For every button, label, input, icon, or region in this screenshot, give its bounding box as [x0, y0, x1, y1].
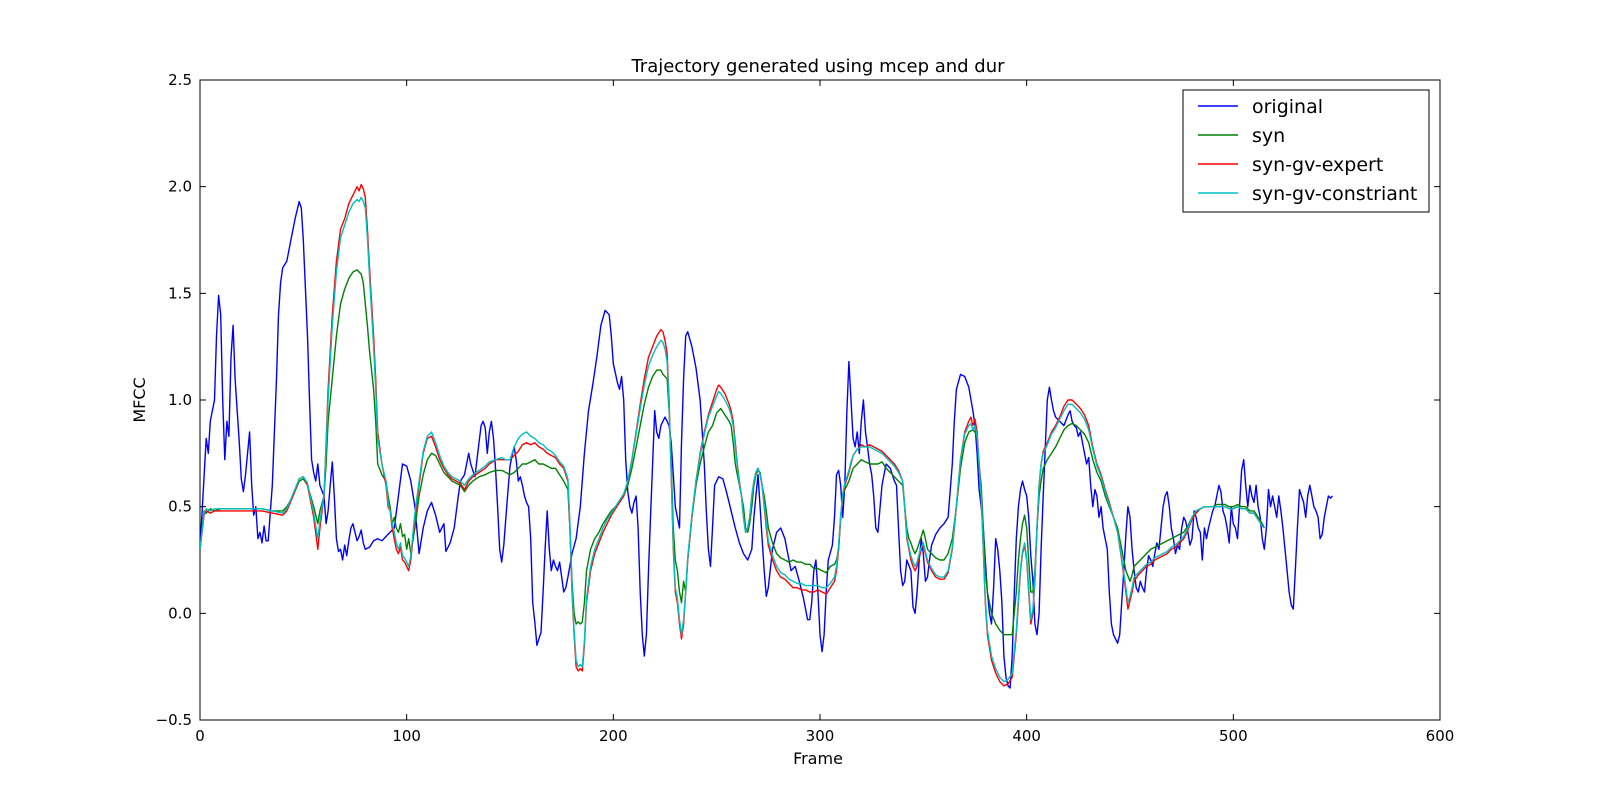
- y-tick-label: 2.0: [168, 178, 192, 196]
- series-line-original: [200, 200, 1334, 689]
- series-layer: [200, 183, 1334, 689]
- x-tick-label: 400: [1012, 727, 1041, 745]
- legend-label: original: [1252, 96, 1323, 118]
- x-tick-label: 0: [195, 727, 205, 745]
- y-axis-label: MFCC: [130, 377, 149, 422]
- legend-label: syn: [1252, 125, 1285, 147]
- y-tick-label: 2.5: [168, 71, 192, 89]
- x-tick-label: 500: [1219, 727, 1248, 745]
- series-line-syn-gv-constriant: [200, 196, 1265, 683]
- x-tick-label: 100: [392, 727, 421, 745]
- legend-label: syn-gv-constriant: [1252, 183, 1417, 205]
- x-tick-label: 200: [599, 727, 628, 745]
- x-tick-label: 600: [1426, 727, 1455, 745]
- x-tick-label: 300: [806, 727, 835, 745]
- y-tick-label: 0.5: [168, 498, 192, 516]
- y-tick-label: 1.0: [168, 391, 192, 409]
- y-tick-label: 1.5: [168, 284, 192, 302]
- plot-area: 0 100 200 300 400 500 600 −0.5 0.0 0.5 1.0 1.5 2.0 2.…: [156, 71, 1455, 745]
- series-line-syn: [200, 269, 1265, 636]
- ticks-layer: 0 100 200 300 400 500 600 −0.5 0.0 0.5 1.0 1.5 2.0 2.…: [156, 71, 1455, 745]
- legend-box: [1182, 89, 1430, 213]
- x-axis-label: Frame: [793, 749, 843, 768]
- y-tick-label: −0.5: [156, 711, 192, 729]
- y-tick-label: 0.0: [168, 604, 192, 622]
- legend-label: syn-gv-expert: [1252, 154, 1383, 176]
- chart-title: Trajectory generated using mcep and dur: [630, 56, 1005, 77]
- legend: original syn syn-gv-expert syn-gv-constrian…: [1182, 89, 1430, 213]
